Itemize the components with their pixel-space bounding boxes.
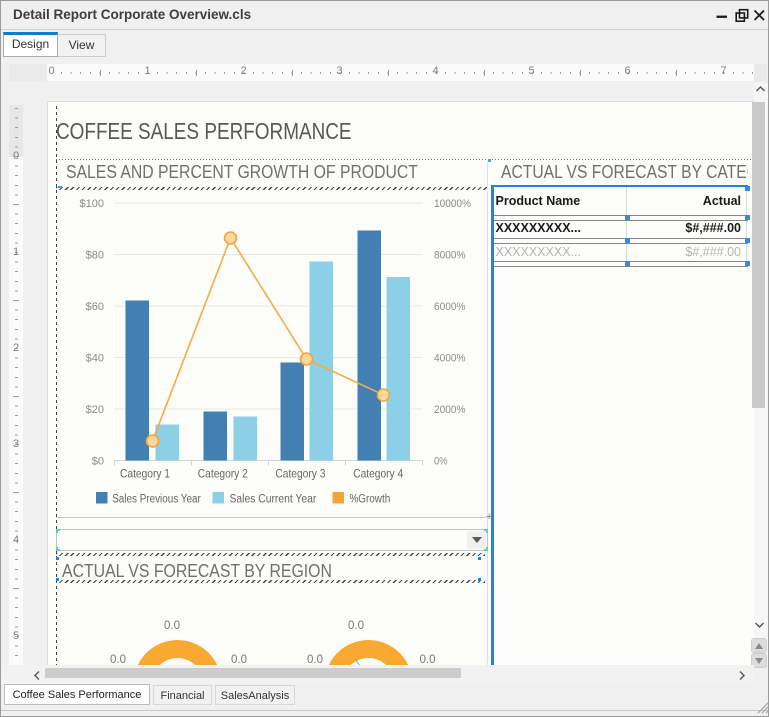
svg-text:Category 1: Category 1	[120, 467, 170, 481]
svg-text:0.0: 0.0	[164, 620, 180, 632]
svg-text:10000%: 10000%	[434, 198, 471, 210]
svg-text:Category 4: Category 4	[353, 467, 403, 481]
svg-text:$0: $0	[92, 455, 104, 467]
svg-text:2000%: 2000%	[434, 404, 466, 416]
svg-text:$40: $40	[86, 352, 104, 364]
svg-text:4000%: 4000%	[434, 352, 466, 364]
svg-text:6000%: 6000%	[434, 301, 466, 313]
svg-text:0.0: 0.0	[348, 620, 364, 632]
svg-text:0.0: 0.0	[231, 654, 247, 666]
svg-text:Category 2: Category 2	[198, 467, 248, 481]
svg-text:$100: $100	[80, 198, 104, 210]
svg-text:$80: $80	[86, 249, 104, 261]
svg-text:Category 3: Category 3	[275, 467, 325, 481]
svg-text:0.0: 0.0	[307, 654, 323, 666]
svg-text:0.0: 0.0	[420, 654, 436, 666]
svg-text:0.0: 0.0	[110, 654, 126, 666]
svg-text:$20: $20	[86, 404, 104, 416]
svg-text:$60: $60	[86, 301, 104, 313]
svg-text:Sales Previous Year: Sales Previous Year	[112, 494, 201, 506]
svg-text:0%: 0%	[434, 455, 448, 467]
svg-text:8000%: 8000%	[434, 249, 466, 261]
svg-text:Sales Current Year: Sales Current Year	[230, 494, 317, 506]
svg-text:%Growth: %Growth	[350, 494, 391, 506]
